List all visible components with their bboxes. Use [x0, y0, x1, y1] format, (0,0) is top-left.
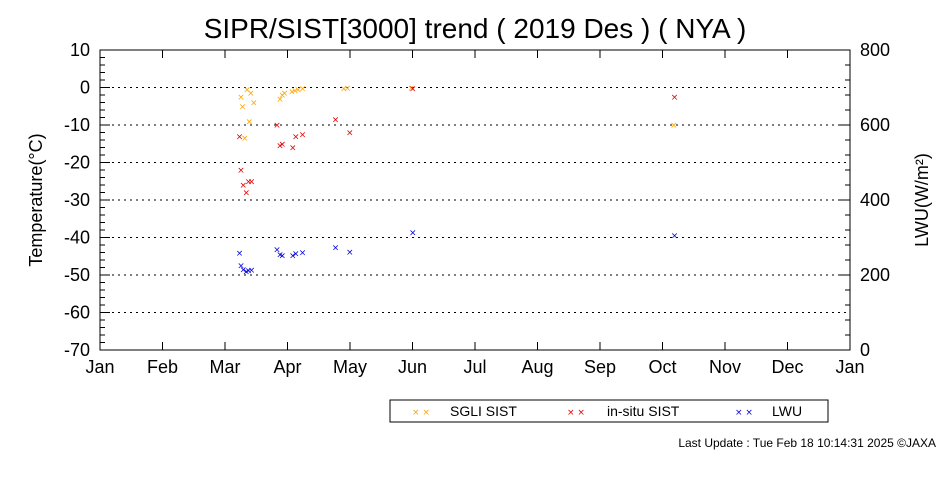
data-point: ×	[281, 89, 289, 99]
data-point: ×	[299, 249, 307, 259]
legend-marker: × ×	[567, 408, 585, 418]
data-point: ×	[276, 142, 284, 152]
chart-title: SIPR/SIST[3000] trend ( 2019 Des ) ( NYA…	[204, 13, 747, 44]
legend: × × SGLI SIST × × in-situ SIST × × LWU	[389, 399, 829, 423]
right-tick-label: 600	[860, 115, 890, 135]
data-point: ×	[344, 84, 352, 94]
data-point: ×	[250, 99, 258, 109]
data-point: ×	[242, 268, 250, 278]
data-point: ×	[237, 93, 245, 103]
grid-lines	[100, 87, 850, 313]
data-point: ×	[671, 232, 679, 242]
right-tick-label: 800	[860, 40, 890, 60]
data-point: ×	[291, 87, 299, 97]
data-point: ×	[346, 248, 354, 258]
data-point: ×	[248, 266, 256, 276]
data-point: ×	[239, 102, 247, 112]
data-point: ×	[407, 84, 415, 94]
left-tick-label: -30	[64, 190, 90, 210]
data-point: ×	[276, 95, 284, 105]
x-tick-label: Aug	[521, 357, 553, 377]
data-point: ×	[332, 115, 340, 125]
data-point: ×	[241, 134, 249, 144]
data-point: ×	[236, 132, 244, 142]
data-point: ×	[239, 265, 247, 275]
x-tick-label: Jan	[835, 357, 864, 377]
x-tick-label: Feb	[147, 357, 178, 377]
data-point: ×	[288, 87, 296, 97]
left-tick-label: -20	[64, 153, 90, 173]
data-point: ×	[237, 262, 245, 272]
legend-label: in-situ SIST	[607, 403, 680, 419]
left-tick-label: 10	[70, 40, 90, 60]
data-point: ×	[237, 166, 245, 176]
right-tick-label: 0	[860, 340, 870, 360]
data-point: ×	[278, 91, 286, 101]
data-point: ×	[273, 121, 281, 131]
tick-labels: 100-10-20-30-40-50-60-708006004002000Jan…	[64, 40, 890, 377]
right-tick-label: 400	[860, 190, 890, 210]
left-tick-label: -60	[64, 303, 90, 323]
data-point: ×	[289, 144, 297, 154]
data-point: ×	[299, 85, 307, 95]
left-tick-label: -40	[64, 228, 90, 248]
data-point: ×	[292, 249, 300, 259]
data-point: ×	[248, 177, 256, 187]
right-axis-title: LWU(W/m²)	[912, 153, 932, 247]
data-point: ×	[278, 140, 286, 150]
x-tick-label: Jun	[398, 357, 427, 377]
x-tick-label: Jul	[463, 357, 486, 377]
data-point: ×	[299, 130, 307, 140]
left-tick-label: -50	[64, 265, 90, 285]
data-point: ×	[243, 85, 251, 95]
data-point: ×	[239, 181, 247, 191]
data-point: ×	[245, 177, 253, 187]
data-point: ×	[236, 249, 244, 259]
data-point: ×	[245, 267, 253, 277]
data-point: ×	[671, 93, 679, 103]
data-point: ×	[670, 121, 678, 131]
legend-marker: × ×	[735, 408, 753, 418]
data-point: ×	[242, 189, 250, 199]
x-tick-label: Jan	[85, 357, 114, 377]
x-tick-label: Oct	[648, 357, 676, 377]
plot-frame	[99, 49, 851, 351]
left-tick-label: -10	[64, 115, 90, 135]
legend-marker: × ×	[412, 408, 430, 418]
x-tick-label: Apr	[273, 357, 301, 377]
data-point: ×	[245, 117, 253, 127]
data-point: ×	[292, 132, 300, 142]
legend-label: SGLI SIST	[450, 403, 517, 419]
data-point: ×	[409, 85, 417, 95]
data-point: ×	[273, 246, 281, 256]
left-axis-title: Temperature(°C)	[26, 133, 46, 266]
data-point: ×	[278, 252, 286, 262]
x-tick-label: Mar	[210, 357, 241, 377]
data-point: ×	[294, 85, 302, 95]
x-tick-label: Dec	[771, 357, 803, 377]
x-tick-label: Nov	[709, 357, 741, 377]
data-point: ×	[289, 252, 297, 262]
data-point: ×	[409, 228, 417, 238]
legend-label: LWU	[772, 403, 802, 419]
data-point: ×	[346, 129, 354, 139]
x-tick-label: May	[333, 357, 367, 377]
data-point: ×	[340, 84, 348, 94]
data-point: ×	[276, 250, 284, 260]
data-point: ×	[332, 243, 340, 253]
legend-box	[389, 399, 829, 423]
last-update-text: Last Update : Tue Feb 18 10:14:31 2025 ©…	[678, 436, 936, 450]
x-tick-label: Sep	[584, 357, 616, 377]
left-tick-label: 0	[80, 78, 90, 98]
right-tick-label: 200	[860, 265, 890, 285]
left-tick-label: -70	[64, 340, 90, 360]
data-point: ×	[247, 89, 255, 99]
data-points: ××××××× ××× ×××× ×× ××××××××××× ×× ×××××××××××…	[236, 84, 679, 278]
